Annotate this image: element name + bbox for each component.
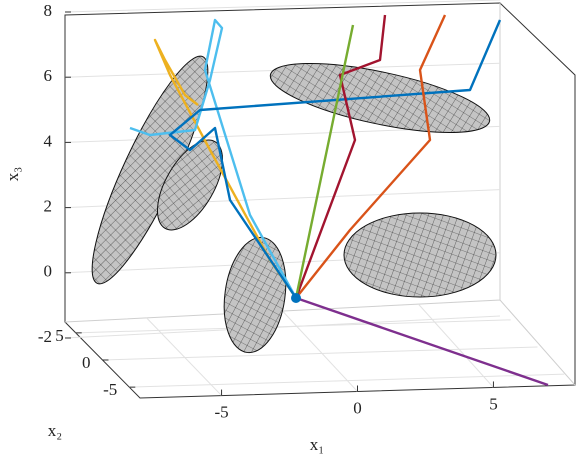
z-tick-label: -2 [38, 327, 52, 346]
grid-line [418, 303, 494, 388]
grid-line [129, 373, 565, 388]
z-tick-label: 6 [44, 66, 53, 85]
z-tick-label: 2 [44, 197, 53, 216]
y-tick-label: -5 [103, 380, 117, 399]
trajectories [129, 14, 549, 387]
ellipsoids [91, 55, 497, 354]
y-tick-label: 0 [82, 353, 91, 372]
x-tick-label: 0 [353, 398, 362, 417]
grid-line [102, 346, 538, 361]
z-tick-label: 8 [44, 1, 53, 20]
z-axis-label: x₃ [3, 167, 22, 182]
x-tick-label: 5 [489, 394, 498, 413]
box-frame [64, 2, 576, 399]
z-tick-label: 0 [44, 262, 53, 281]
x-axis-label: x₁ [310, 435, 324, 454]
y-tick-label: 5 [55, 326, 64, 345]
grid-line [282, 310, 358, 392]
grid-line [64, 0, 501, 13]
y-axis-label: x₂ [48, 421, 62, 440]
z-tick-label: 4 [44, 131, 53, 150]
x-tick-label: -5 [214, 402, 228, 421]
grid-line [75, 319, 511, 334]
